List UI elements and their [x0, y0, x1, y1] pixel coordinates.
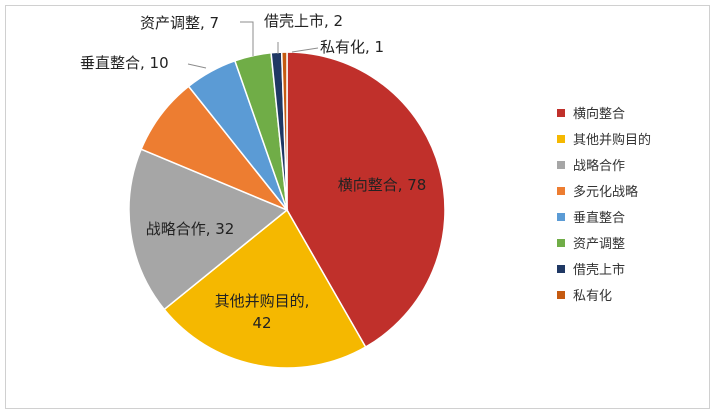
legend-swatch [557, 213, 565, 221]
pie-slice [163, 208, 367, 369]
pie-slice [286, 51, 446, 349]
data-label: 借壳上市, 2 [264, 12, 343, 30]
pie-slice [128, 148, 289, 311]
legend-label: 私有化 [573, 289, 612, 304]
data-labels: 横向整合, 78 其他并购目的, 42 战略合作, 32 垂直整合, 10 资产调整, 7… [80, 12, 426, 332]
legend-swatch [557, 187, 565, 195]
data-label: 私有化, 1 [320, 38, 384, 56]
legend-label: 其他并购目的 [573, 132, 651, 148]
data-label: 战略合作, 32 [146, 220, 235, 238]
data-label: 其他并购目的, 42 [215, 292, 310, 332]
legend-swatch [557, 239, 565, 247]
pie-slices [128, 51, 446, 369]
legend-item: 其他并购目的 [557, 132, 651, 148]
legend-swatch [557, 109, 565, 117]
pie-slice [280, 51, 288, 211]
legend-item: 借壳上市 [557, 262, 625, 278]
legend-item: 私有化 [557, 289, 612, 304]
legend-swatch [557, 161, 565, 169]
legend-label: 战略合作 [573, 158, 625, 174]
legend-swatch [557, 265, 565, 273]
legend-item: 垂直整合 [557, 211, 625, 226]
legend-label: 资产调整 [573, 237, 625, 252]
leader-line [291, 47, 319, 53]
leader-line [187, 63, 207, 69]
legend-label: 垂直整合 [573, 211, 625, 226]
legend-item: 多元化战略 [557, 184, 638, 200]
data-label: 资产调整, 7 [140, 14, 219, 32]
legend-item: 资产调整 [557, 237, 625, 252]
legend-item: 战略合作 [557, 158, 625, 174]
legend-item: 横向整合 [557, 106, 625, 122]
legend-label: 多元化战略 [573, 184, 638, 200]
legend-label: 借壳上市 [573, 262, 625, 278]
legend-swatch [557, 291, 565, 299]
leader-lines [187, 21, 319, 69]
data-label: 垂直整合, 10 [80, 54, 169, 72]
leader-line [240, 21, 254, 56]
legend-swatch [557, 135, 565, 143]
legend-label: 横向整合 [573, 106, 625, 122]
data-label: 横向整合, 78 [338, 176, 427, 194]
